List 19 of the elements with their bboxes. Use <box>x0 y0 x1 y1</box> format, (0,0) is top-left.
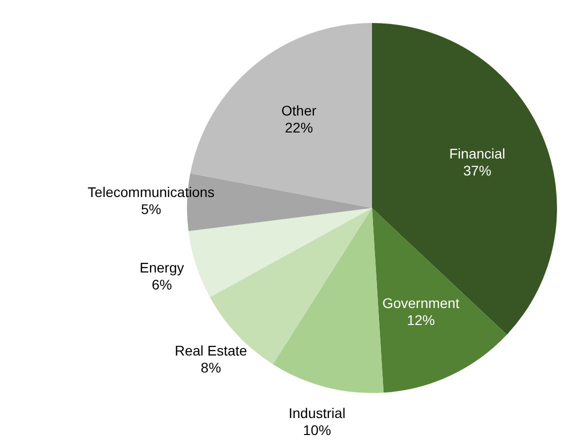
data-label: 6% <box>152 276 172 292</box>
pie-slice <box>188 208 372 298</box>
pie-slice <box>372 208 507 393</box>
data-label: 8% <box>200 359 222 376</box>
pie-slice <box>372 23 557 335</box>
slice-label: Government <box>382 294 460 311</box>
pie-slice <box>272 208 384 393</box>
slice-label: Other <box>281 102 317 119</box>
slice-label: Real Estate <box>174 342 248 358</box>
data-label: 10% <box>303 422 332 438</box>
slice-label: Energy <box>140 259 184 276</box>
pie-slice <box>210 208 372 364</box>
slice-label: Telecommunications <box>88 184 215 200</box>
data-label: 12% <box>406 312 435 328</box>
data-label: 22% <box>284 120 313 136</box>
slice-label: Financial <box>449 145 506 162</box>
data-label: 5% <box>140 201 162 218</box>
slice-label: Industrial <box>288 405 346 422</box>
data-label: 37% <box>463 162 492 178</box>
